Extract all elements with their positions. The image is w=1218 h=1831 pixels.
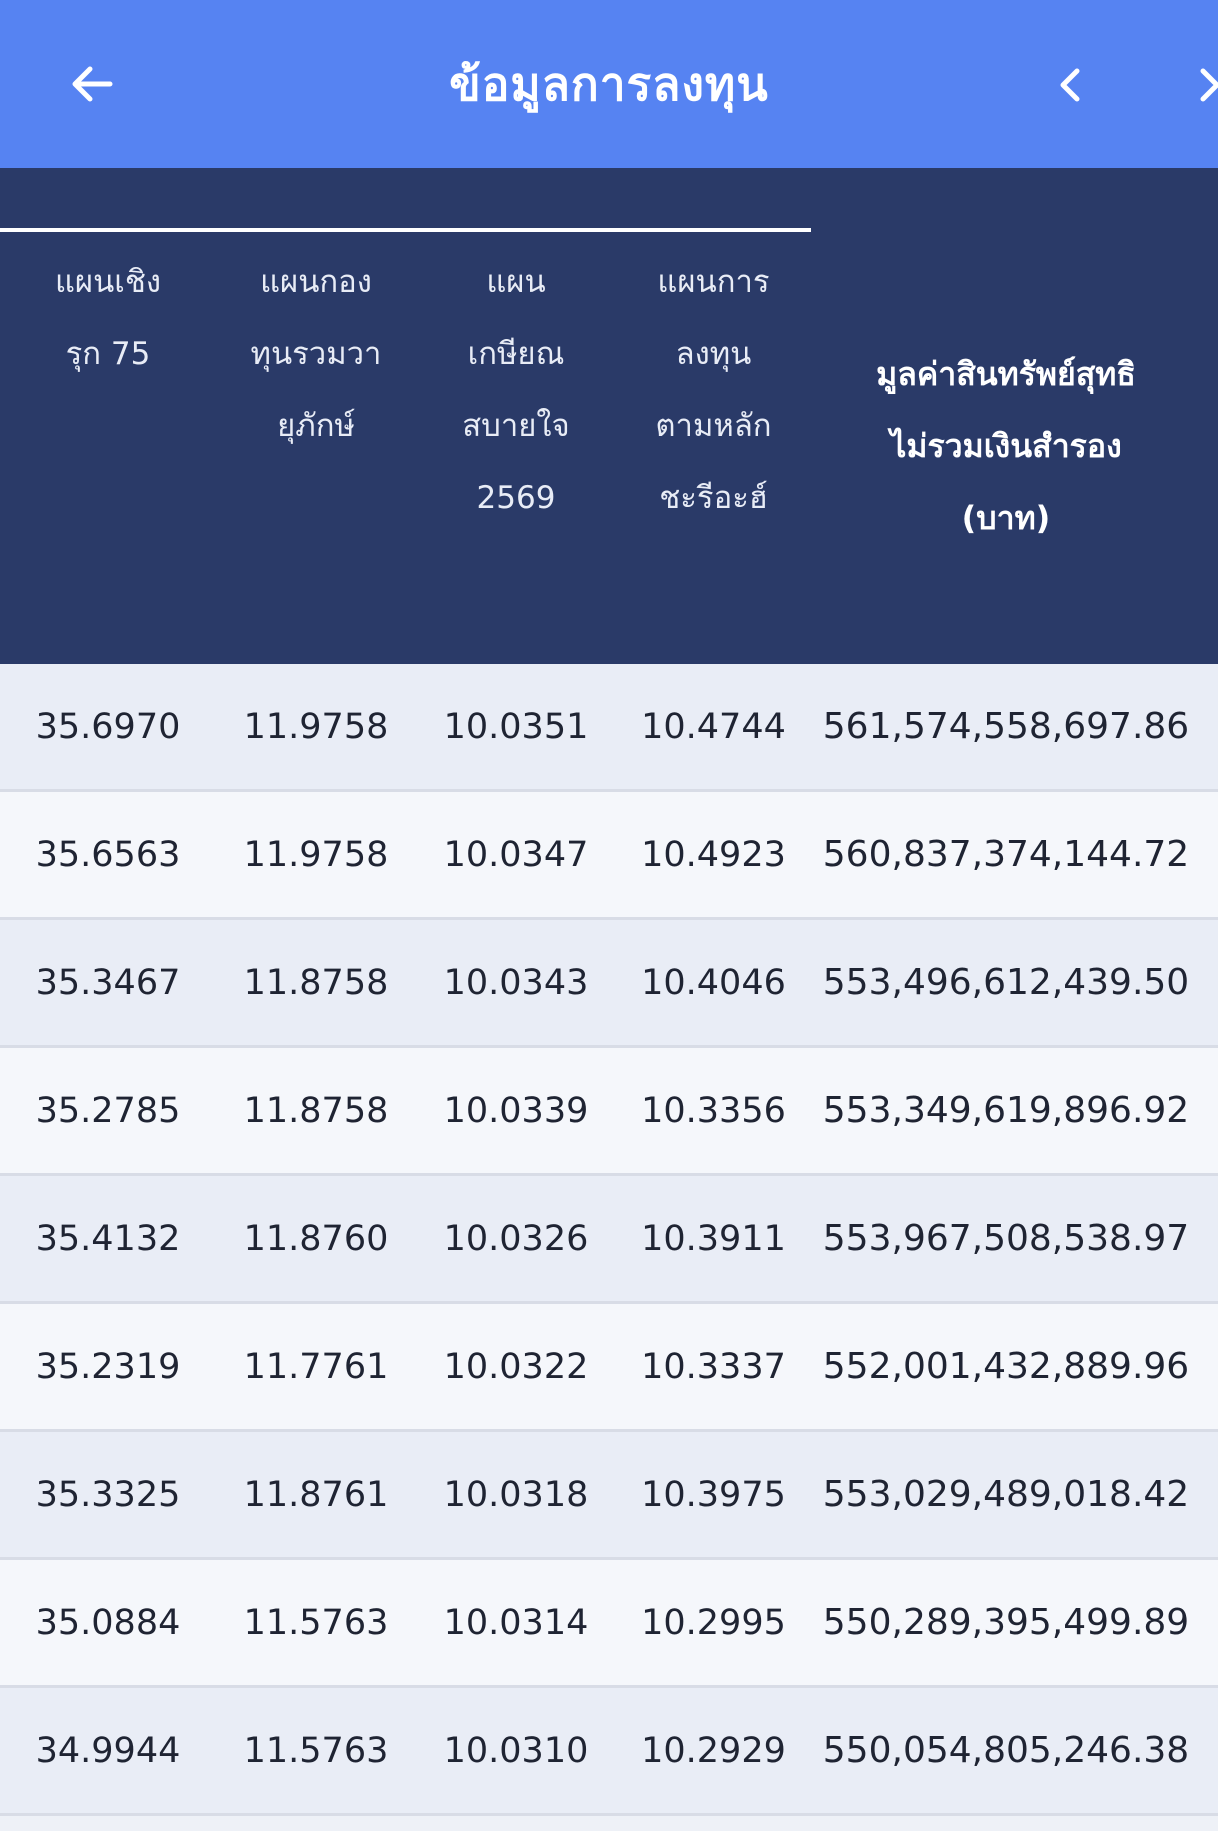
table-cell: 11.5763 bbox=[243, 1602, 389, 1643]
table-cell: 34.9944 bbox=[35, 1730, 181, 1771]
table-cell: 553,967,508,538.97 bbox=[822, 1218, 1190, 1259]
table-cell: 35.3325 bbox=[35, 1474, 181, 1515]
table-cell: 35.6970 bbox=[35, 706, 181, 747]
table-cell: 550,054,805,246.38 bbox=[822, 1730, 1190, 1771]
table-cell: 561,574,558,697.86 bbox=[822, 706, 1190, 747]
app-bar: ข้อมูลการลงทุน bbox=[0, 0, 1218, 168]
table-cell: 10.0339 bbox=[443, 1090, 589, 1131]
next-button[interactable] bbox=[1180, 50, 1218, 120]
table-cell: 10.4744 bbox=[641, 706, 786, 747]
table-row: 35.3467 11.8758 10.0343 10.4046 553,496,… bbox=[0, 920, 1218, 1048]
table-cell: 10.0314 bbox=[443, 1602, 589, 1643]
table-cell: 550,289,395,499.89 bbox=[822, 1602, 1190, 1643]
column-header-nav: มูลค่าสินทรัพย์สุทธิ ไม่รวมเงินสำรอง (บา… bbox=[876, 355, 1136, 537]
column-header-3: แผน เกษียณ สบายใจ 2569 bbox=[462, 264, 570, 516]
table-row: 35.6563 11.9758 10.0347 10.4923 560,837,… bbox=[0, 792, 1218, 920]
table-cell: 35.2785 bbox=[35, 1090, 181, 1131]
table-cell: 11.9758 bbox=[243, 706, 389, 747]
table-cell: 10.0343 bbox=[443, 962, 589, 1003]
table-cell: 10.2929 bbox=[641, 1730, 786, 1771]
table-cell: 553,349,619,896.92 bbox=[822, 1090, 1190, 1131]
table-cell: 10.0326 bbox=[443, 1218, 589, 1259]
table-cell: 560,837,374,144.72 bbox=[822, 834, 1190, 875]
table-cell: 10.3975 bbox=[641, 1474, 786, 1515]
table-cell: 10.3911 bbox=[641, 1218, 786, 1259]
table-cell: 10.4046 bbox=[641, 962, 786, 1003]
table-cell: 11.8761 bbox=[243, 1474, 389, 1515]
table-cell: 10.3356 bbox=[641, 1090, 786, 1131]
column-header-2: แผนกอง ทุนรวมวา ยุภักษ์ bbox=[250, 264, 382, 444]
table-cell: 11.8758 bbox=[243, 962, 389, 1003]
header-divider bbox=[0, 228, 811, 232]
table-row: 35.4132 11.8760 10.0326 10.3911 553,967,… bbox=[0, 1176, 1218, 1304]
table-cell: 10.3337 bbox=[641, 1346, 786, 1387]
table-cell: 553,029,489,018.42 bbox=[822, 1474, 1190, 1515]
table-header: แผนเชิง รุก 75 แผนกอง ทุนรวมวา ยุภักษ์ แ… bbox=[0, 168, 1218, 664]
table-cell: 11.8758 bbox=[243, 1090, 389, 1131]
back-button[interactable] bbox=[52, 44, 132, 124]
table-cell: 10.4923 bbox=[641, 834, 786, 875]
arrow-left-icon bbox=[72, 66, 113, 102]
column-header-1: แผนเชิง รุก 75 bbox=[54, 264, 162, 372]
table-cell: 552,001,432,889.96 bbox=[822, 1346, 1190, 1387]
table-cell: 10.0322 bbox=[443, 1346, 589, 1387]
table-cell: 35.2319 bbox=[35, 1346, 181, 1387]
table-cell: 35.4132 bbox=[35, 1218, 181, 1259]
table-cell: 35.3467 bbox=[35, 962, 181, 1003]
table-row: 35.2319 11.7761 10.0322 10.3337 552,001,… bbox=[0, 1304, 1218, 1432]
table-cell: 11.7761 bbox=[243, 1346, 389, 1387]
table-row: 35.6970 11.9758 10.0351 10.4744 561,574,… bbox=[0, 664, 1218, 792]
table-cell: 553,496,612,439.50 bbox=[822, 962, 1190, 1003]
table-row: 35.2785 11.8758 10.0339 10.3356 553,349,… bbox=[0, 1048, 1218, 1176]
table-cell: 10.0310 bbox=[443, 1730, 589, 1771]
table-row: 34.9944 11.5763 10.0310 10.2929 550,054,… bbox=[0, 1688, 1218, 1816]
page-title: ข้อมูลการลงทุน bbox=[449, 56, 769, 111]
table-body: 35.6970 11.9758 10.0351 10.4744 561,574,… bbox=[0, 664, 1218, 1816]
table-cell: 10.2995 bbox=[641, 1602, 786, 1643]
chevron-left-icon bbox=[1060, 68, 1080, 102]
table-cell: 35.0884 bbox=[35, 1602, 181, 1643]
column-header-4: แผนการ ลงทุน ตามหลัก ชะรีอะฮ์ bbox=[655, 264, 772, 516]
table-cell: 11.8760 bbox=[243, 1218, 389, 1259]
chevron-right-icon bbox=[1200, 68, 1218, 102]
table-cell: 11.9758 bbox=[243, 834, 389, 875]
table-cell: 10.0351 bbox=[443, 706, 589, 747]
table-cell: 35.6563 bbox=[35, 834, 181, 875]
table-row: 35.3325 11.8761 10.0318 10.3975 553,029,… bbox=[0, 1432, 1218, 1560]
table-cell: 10.0318 bbox=[443, 1474, 589, 1515]
table-row: 35.0884 11.5763 10.0314 10.2995 550,289,… bbox=[0, 1560, 1218, 1688]
table-cell: 10.0347 bbox=[443, 834, 589, 875]
table-cell: 11.5763 bbox=[243, 1730, 389, 1771]
previous-button[interactable] bbox=[1040, 50, 1100, 120]
